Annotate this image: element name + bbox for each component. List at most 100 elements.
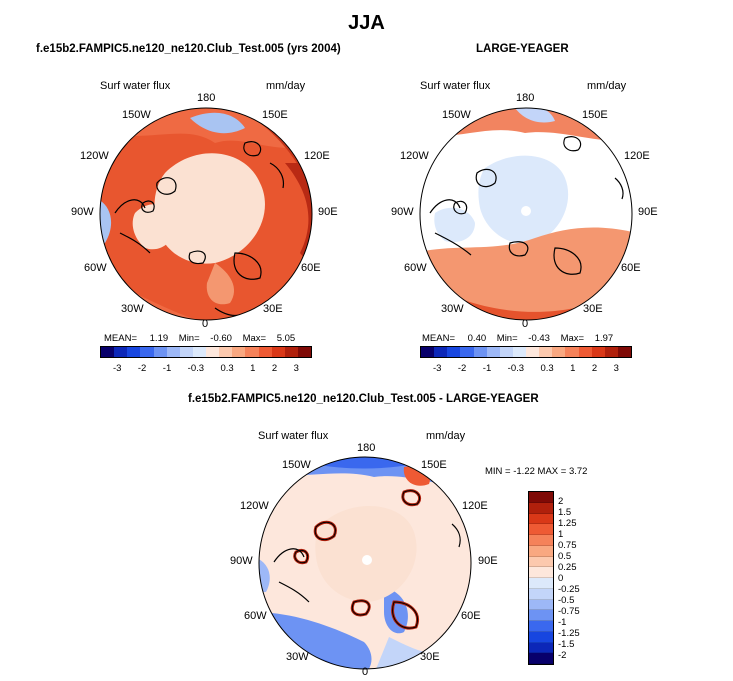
colorbar-swatch [101, 347, 115, 357]
diff-lon-0: 0 [362, 666, 369, 678]
right-panel-title: LARGE-YEAGER [476, 43, 569, 55]
left-tick: -2 [137, 363, 147, 374]
colorbar-swatch [114, 347, 128, 357]
left-variable-label: Surf water flux [100, 80, 171, 92]
left-lon-30e: 30E [263, 303, 283, 315]
right-tick: 0.3 [540, 363, 554, 374]
right-tick: -3 [433, 363, 442, 374]
right-tick: -1 [482, 363, 492, 374]
diff-lon-150w: 150W [282, 459, 311, 471]
colorbar-swatch [127, 347, 141, 357]
right-tick: -2 [457, 363, 467, 374]
diff-units-label: mm/day [426, 430, 466, 442]
left-tick: 3 [293, 363, 299, 374]
legend-swatch [529, 599, 553, 611]
colorbar-swatch [578, 347, 592, 357]
right-lon-60w: 60W [404, 262, 427, 274]
colorbar-swatch [617, 347, 631, 357]
colorbar-swatch [460, 347, 474, 357]
colorbar-swatch [565, 347, 579, 357]
left-lon-60w: 60W [84, 262, 107, 274]
right-lon-150e: 150E [582, 109, 608, 121]
legend-tick: -2 [558, 650, 567, 661]
colorbar-swatch [604, 347, 618, 357]
colorbar-swatch [552, 347, 566, 357]
colorbar-swatch [447, 347, 461, 357]
right-max-label: Max= [560, 333, 585, 344]
legend-swatch [529, 513, 553, 525]
legend-swatch [529, 502, 553, 514]
colorbar-swatch [526, 347, 540, 357]
colorbar-swatch [473, 347, 487, 357]
right-tick: 1 [570, 363, 576, 374]
legend-tick: 0.25 [558, 562, 577, 573]
diff-variable-label: Surf water flux [258, 430, 329, 442]
right-tick: 2 [591, 363, 598, 374]
colorbar-swatch [179, 347, 193, 357]
legend-swatch [529, 524, 553, 535]
left-colorbar [100, 346, 312, 358]
diff-polar-map [258, 456, 472, 670]
right-mean-label: MEAN= [422, 333, 455, 344]
left-max-label: Max= [242, 333, 267, 344]
right-tick: 3 [613, 363, 619, 374]
right-lon-60e: 60E [621, 262, 641, 274]
colorbar-swatch [486, 347, 500, 357]
legend-swatch [529, 556, 553, 568]
legend-swatch [529, 492, 553, 503]
colorbar-swatch [499, 347, 513, 357]
right-tick: -0.3 [507, 363, 525, 374]
right-lon-120w: 120W [400, 150, 429, 162]
diff-lon-60w: 60W [244, 610, 267, 622]
legend-swatch [529, 653, 553, 664]
legend-tick: -1.25 [558, 628, 580, 639]
left-lon-150e: 150E [262, 109, 288, 121]
right-units-label: mm/day [587, 80, 627, 92]
legend-tick: 0.75 [558, 540, 577, 551]
legend-tick: -1.5 [558, 639, 575, 650]
colorbar-swatch [421, 347, 435, 357]
left-mean-label: MEAN= [104, 333, 137, 344]
colorbar-swatch [284, 347, 298, 357]
legend-tick: 1 [558, 529, 564, 540]
legend-swatch [529, 588, 553, 600]
diff-lon-180: 180 [357, 442, 376, 454]
colorbar-swatch [434, 347, 448, 357]
left-tick: 2 [271, 363, 278, 374]
left-tick: -1 [162, 363, 172, 374]
left-units-label: mm/day [266, 80, 306, 92]
colorbar-swatch [591, 347, 605, 357]
legend-tick: 0 [558, 573, 564, 584]
right-polar-map [419, 107, 633, 321]
legend-swatch [529, 578, 553, 589]
left-lon-120w: 120W [80, 150, 109, 162]
legend-tick: -0.25 [558, 584, 580, 595]
legend-swatch [529, 535, 553, 546]
right-lon-150w: 150W [442, 109, 471, 121]
legend-swatch [529, 545, 553, 557]
colorbar-swatch [206, 347, 220, 357]
legend-swatch [529, 567, 553, 578]
left-lon-90w: 90W [71, 206, 94, 218]
legend-tick: -0.5 [558, 595, 575, 606]
colorbar-swatch [539, 347, 553, 357]
left-lon-30w: 30W [121, 303, 144, 315]
legend-tick: -0.75 [558, 606, 580, 617]
right-mean-value: 0.40 [467, 333, 487, 344]
legend-tick: 0.5 [558, 551, 572, 562]
colorbar-swatch [512, 347, 526, 357]
left-lon-150w: 150W [122, 109, 151, 121]
left-lon-0: 0 [202, 318, 209, 330]
legend-tick: 1.5 [558, 507, 572, 518]
legend-swatch [529, 621, 553, 632]
right-lon-90e: 90E [638, 206, 658, 218]
diff-minmax: MIN = -1.22 MAX = 3.72 [485, 466, 588, 477]
left-stats: MEAN= 1.19 Min= -0.60 Max= 5.05 [104, 333, 295, 344]
diff-lon-60e: 60E [461, 610, 481, 622]
left-min-label: Min= [178, 333, 200, 344]
left-tick: 0.3 [220, 363, 234, 374]
diff-lon-150e: 150E [421, 459, 447, 471]
left-panel-title: f.e15b2.FAMPIC5.ne120_ne120.Club_Test.00… [36, 43, 341, 55]
left-max-value: 5.05 [276, 333, 296, 344]
legend-swatch [529, 610, 553, 621]
